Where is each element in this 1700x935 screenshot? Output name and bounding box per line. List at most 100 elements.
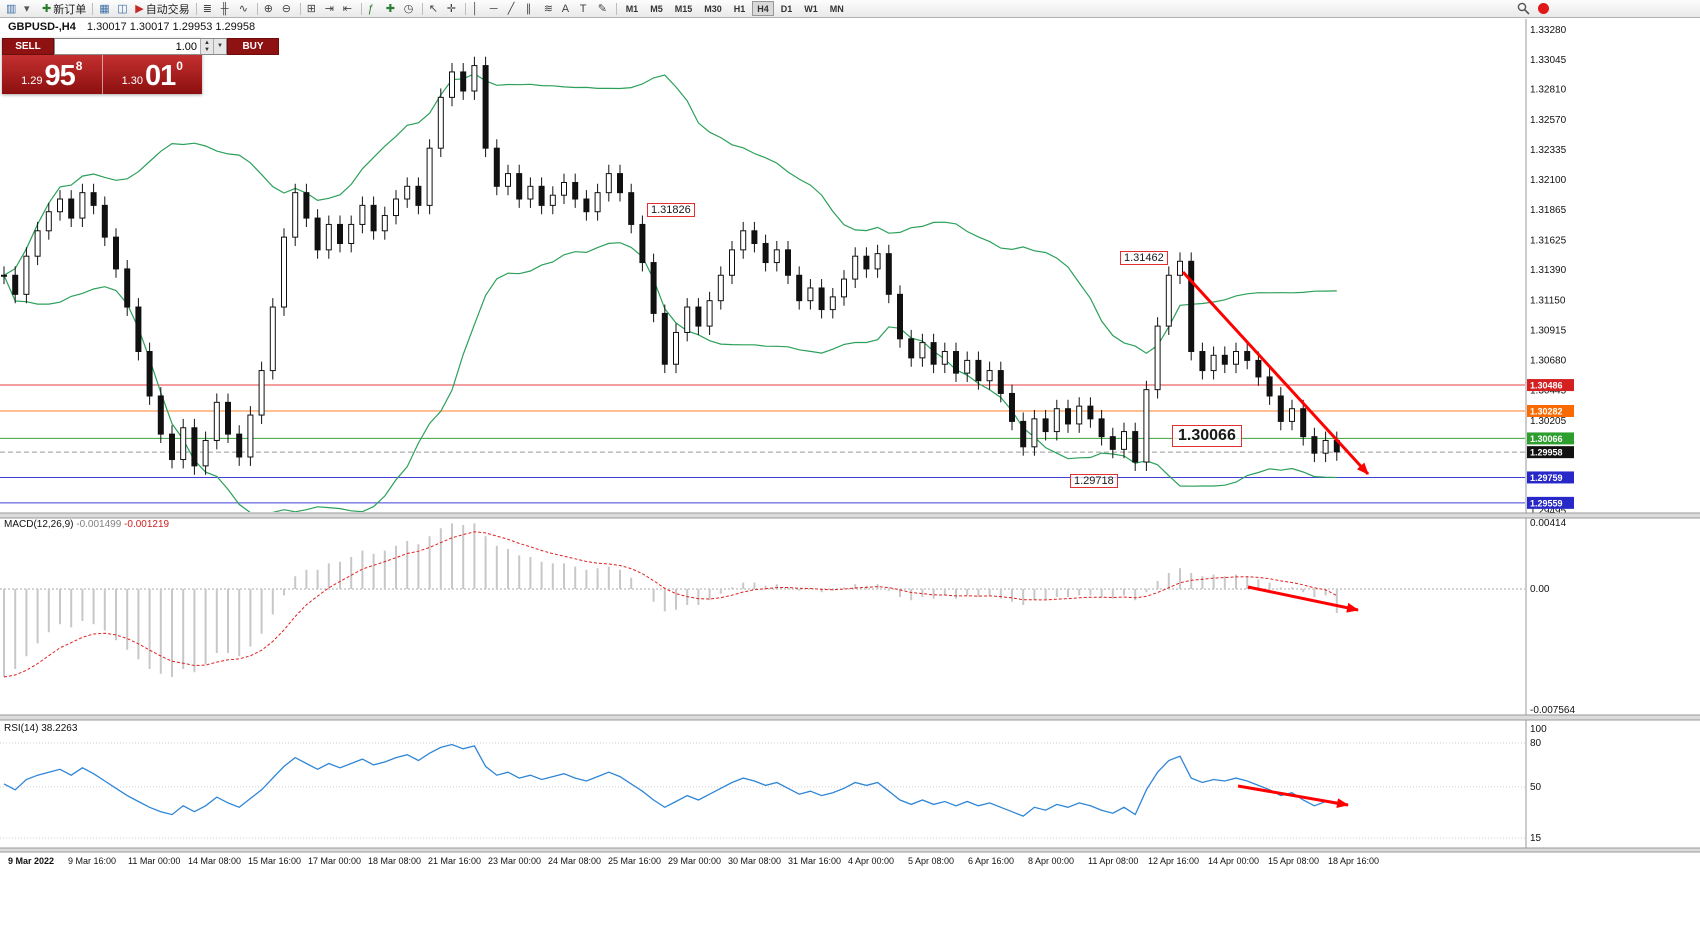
chart-shift-icon: ⇤ bbox=[342, 2, 352, 15]
vertical-line-icon[interactable]: │ bbox=[469, 1, 487, 17]
price-tag bbox=[1527, 404, 1574, 417]
svg-text:1.30205: 1.30205 bbox=[1530, 416, 1567, 427]
channel-icon[interactable]: ∥ bbox=[523, 1, 541, 17]
vertical-line-icon: │ bbox=[471, 2, 479, 15]
zoom-out-icon[interactable]: ⊖ bbox=[279, 1, 297, 17]
sell-price[interactable]: 1.29 95 8 bbox=[2, 55, 103, 94]
svg-text:1.30282: 1.30282 bbox=[1530, 406, 1563, 416]
autotrading-icon: ▶ bbox=[135, 2, 144, 15]
text-icon[interactable]: A bbox=[559, 1, 577, 17]
trendline-icon[interactable]: ╱ bbox=[505, 1, 523, 17]
svg-text:80: 80 bbox=[1530, 738, 1542, 749]
timeframe-m5-button[interactable]: M5 bbox=[645, 1, 668, 16]
sell-price-big: 95 bbox=[44, 60, 75, 92]
sell-button[interactable]: SELL bbox=[2, 38, 54, 55]
auto-scroll-icon[interactable]: ⇥ bbox=[322, 1, 340, 17]
autotrading-button[interactable]: ▶ 自动交易 bbox=[132, 1, 192, 17]
volume-input[interactable] bbox=[55, 39, 200, 54]
line-chart-icon[interactable]: ∿ bbox=[236, 1, 254, 17]
new-chart-icon: ▥ bbox=[6, 2, 17, 15]
timeframe-mn-button[interactable]: MN bbox=[825, 1, 849, 16]
tile-windows-icon[interactable]: ⊞ bbox=[304, 1, 322, 17]
cursor-icon[interactable]: ↖ bbox=[426, 1, 444, 17]
toolbar-separator bbox=[299, 2, 301, 15]
timeframe-h1-button[interactable]: H1 bbox=[729, 1, 751, 16]
search-icon[interactable] bbox=[1517, 2, 1530, 15]
svg-text:1.31865: 1.31865 bbox=[1530, 205, 1567, 216]
svg-text:0.00: 0.00 bbox=[1530, 584, 1550, 595]
horizontal-line-icon[interactable]: ─ bbox=[487, 1, 505, 17]
timeframe-w1-button[interactable]: W1 bbox=[799, 1, 823, 16]
charts-cascade-icon[interactable]: ◫ bbox=[114, 1, 132, 17]
toolbar-right bbox=[1517, 2, 1549, 15]
buy-price-base: 1.30 bbox=[121, 75, 143, 87]
buy-price-big: 01 bbox=[144, 60, 176, 92]
timeframe-m1-button[interactable]: M1 bbox=[621, 1, 644, 16]
zoom-in-icon[interactable]: ⊕ bbox=[261, 1, 279, 17]
rsi-pane bbox=[0, 742, 1525, 839]
stepper-down-icon[interactable]: ▼ bbox=[204, 46, 210, 53]
new-chart-icon[interactable]: ▥ bbox=[3, 1, 21, 17]
notification-icon[interactable] bbox=[1538, 3, 1549, 14]
toolbar: ▥ ▾ ✚ 新订单 ▦ ◫ ▶ 自动交易 ≣ ╫ ∿ ⊕ ⊖ ⊞ ⇥ ⇤ ƒ ✚ ◷ ↖ ✛ │ ─ ╱ ∥ ≋ A T ✎ M1 M5 M1… bbox=[0, 0, 1700, 18]
chevron-down-icon: ▼ bbox=[217, 43, 223, 49]
add-indicator-icon[interactable]: ✚ bbox=[383, 1, 401, 17]
timeframe-d1-button[interactable]: D1 bbox=[776, 1, 798, 16]
toolbar-separator bbox=[92, 2, 94, 15]
candlestick-chart-icon[interactable]: ╫ bbox=[218, 1, 236, 17]
new-order-icon: ✚ bbox=[42, 2, 52, 15]
bollinger-lower bbox=[3, 242, 1337, 512]
svg-text:1.29559: 1.29559 bbox=[1530, 498, 1563, 508]
arrows-icon[interactable]: ✎ bbox=[595, 1, 613, 17]
macd-main-value: -0.001499 bbox=[76, 519, 122, 530]
bars-chart-icon[interactable]: ≣ bbox=[200, 1, 218, 17]
buy-button[interactable]: BUY bbox=[227, 38, 279, 55]
svg-text:0.00414: 0.00414 bbox=[1530, 518, 1567, 529]
timeframe-h4-button[interactable]: H4 bbox=[752, 1, 774, 16]
svg-text:15: 15 bbox=[1530, 833, 1542, 844]
svg-text:4 Apr 00:00: 4 Apr 00:00 bbox=[848, 856, 894, 866]
svg-text:18 Apr 16:00: 18 Apr 16:00 bbox=[1328, 856, 1379, 866]
new-order-button[interactable]: ✚ 新订单 bbox=[39, 1, 89, 17]
label-icon: T bbox=[579, 2, 587, 15]
profiles-icon[interactable]: ▦ bbox=[96, 1, 114, 17]
svg-text:1.31150: 1.31150 bbox=[1530, 296, 1566, 307]
fibonacci-icon[interactable]: ≋ bbox=[541, 1, 559, 17]
indicators-icon[interactable]: ƒ bbox=[365, 1, 383, 17]
label-icon[interactable]: T bbox=[577, 1, 595, 17]
stepper-up-icon[interactable]: ▲ bbox=[204, 39, 210, 46]
svg-text:1.30486: 1.30486 bbox=[1530, 381, 1563, 391]
svg-text:1.30680: 1.30680 bbox=[1530, 355, 1567, 366]
crosshair-icon: ✛ bbox=[446, 2, 456, 15]
price-annotation[interactable]: 1.31462 bbox=[1120, 251, 1168, 265]
svg-text:1.33280: 1.33280 bbox=[1530, 25, 1567, 36]
price-annotation[interactable]: 1.31826 bbox=[647, 203, 695, 217]
rsi-line bbox=[3, 743, 1337, 817]
timeframe-m15-button[interactable]: M15 bbox=[670, 1, 698, 16]
price-annotation[interactable]: 1.29718 bbox=[1070, 474, 1118, 488]
toolbar-separator bbox=[195, 2, 197, 15]
svg-text:15 Mar 16:00: 15 Mar 16:00 bbox=[248, 856, 301, 866]
toolbar-buttons: ▥ ▾ ✚ 新订单 ▦ ◫ ▶ 自动交易 ≣ ╫ ∿ ⊕ ⊖ ⊞ ⇥ ⇤ ƒ ✚ ◷ ↖ ✛ │ ─ ╱ ∥ ≋ A T ✎ M1 M5 M1… bbox=[3, 0, 850, 17]
svg-text:1.30066: 1.30066 bbox=[1530, 434, 1563, 444]
trendline-icon: ╱ bbox=[507, 2, 515, 15]
buy-price[interactable]: 1.30 01 0 bbox=[103, 55, 203, 94]
sell-price-base: 1.29 bbox=[21, 75, 43, 87]
svg-text:1.32100: 1.32100 bbox=[1530, 175, 1567, 186]
chart-menu-icon[interactable]: ▾ bbox=[21, 1, 39, 17]
svg-text:8 Apr 00:00: 8 Apr 00:00 bbox=[1028, 856, 1074, 866]
timeframe-m30-button[interactable]: M30 bbox=[699, 1, 727, 16]
svg-text:21 Mar 16:00: 21 Mar 16:00 bbox=[428, 856, 481, 866]
periods-icon[interactable]: ◷ bbox=[401, 1, 419, 17]
price-tag bbox=[1527, 471, 1574, 484]
svg-text:1.30915: 1.30915 bbox=[1530, 326, 1567, 337]
volume-dropdown[interactable]: ▼ bbox=[213, 39, 226, 54]
price-annotation[interactable]: 1.30066 bbox=[1172, 425, 1242, 447]
svg-text:23 Mar 00:00: 23 Mar 00:00 bbox=[488, 856, 541, 866]
volume-stepper[interactable]: ▲ ▼ bbox=[200, 39, 213, 54]
crosshair-icon[interactable]: ✛ bbox=[444, 1, 462, 17]
svg-text:30 Mar 08:00: 30 Mar 08:00 bbox=[728, 856, 781, 866]
chart-shift-icon[interactable]: ⇤ bbox=[340, 1, 358, 17]
auto-scroll-icon: ⇥ bbox=[324, 2, 334, 15]
